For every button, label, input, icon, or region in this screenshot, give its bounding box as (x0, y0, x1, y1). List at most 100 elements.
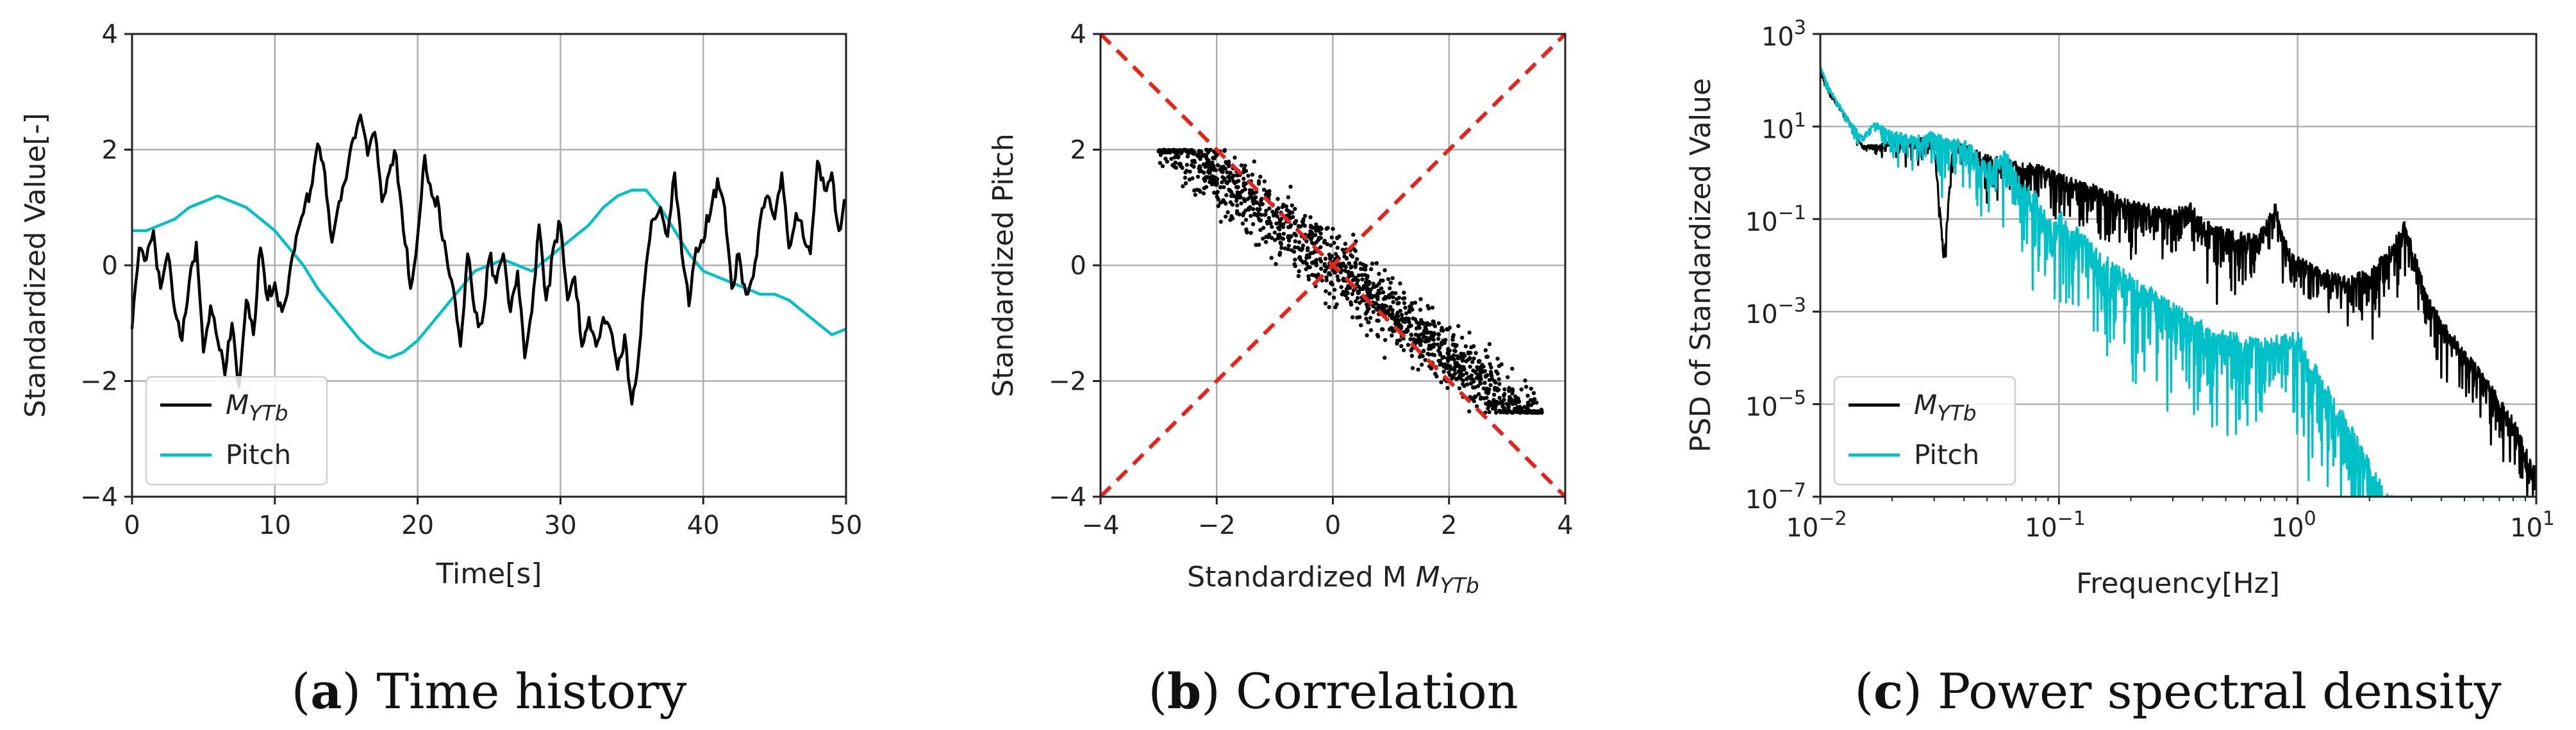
scatter-point (1430, 353, 1435, 357)
scatter-point (1374, 301, 1379, 306)
scatter-point (1309, 251, 1313, 256)
scatter-point (1490, 406, 1495, 411)
scatter-point (1409, 332, 1413, 337)
scatter-point (1529, 409, 1533, 414)
scatter-point (1374, 261, 1379, 265)
scatter-point (1497, 381, 1502, 386)
scatter-point (1499, 401, 1503, 405)
scatter-point (1478, 396, 1483, 401)
scatter-point (1215, 163, 1220, 167)
panel-b-ytick-label: 4 (1070, 20, 1086, 49)
scatter-point (1318, 231, 1323, 236)
scatter-point (1344, 286, 1349, 292)
scatter-point (1208, 170, 1212, 175)
scatter-point (1202, 170, 1206, 175)
scatter-point (1248, 204, 1252, 210)
scatter-point (1365, 310, 1369, 314)
scatter-point (1346, 270, 1350, 275)
scatter-point (1523, 378, 1527, 383)
scatter-point (1418, 297, 1423, 301)
scatter-point (1267, 215, 1271, 220)
scatter-point (1245, 230, 1249, 235)
scatter-point (1510, 391, 1515, 396)
scatter-point (1365, 274, 1370, 279)
scatter-point (1228, 188, 1233, 193)
scatter-point (1465, 377, 1469, 381)
scatter-point (1354, 281, 1359, 286)
scatter-point (1158, 161, 1163, 165)
panel-a-xlabel: Time[s] (436, 558, 542, 590)
panel-c-ylabel: PSD of Standardized Value (1684, 78, 1717, 452)
scatter-point (1327, 304, 1331, 310)
scatter-point (1457, 386, 1462, 391)
scatter-point (1432, 332, 1436, 336)
scatter-point (1425, 322, 1429, 326)
scatter-point (1358, 323, 1363, 328)
scatter-point (1442, 369, 1446, 374)
scatter-point (1215, 177, 1220, 181)
scatter-point (1236, 193, 1242, 197)
scatter-point (1483, 381, 1487, 385)
scatter-point (1272, 238, 1277, 242)
scatter-point (1233, 155, 1237, 160)
panel-b-caption: (b) Correlation (1148, 663, 1518, 720)
scatter-point (1345, 290, 1350, 295)
scatter-point (1524, 385, 1529, 389)
panel-b-ytick-label: −2 (1049, 367, 1086, 397)
scatter-point (1391, 300, 1395, 304)
scatter-point (1420, 354, 1425, 359)
scatter-point (1319, 267, 1324, 271)
scatter-point (1246, 174, 1251, 178)
scatter-point (1227, 164, 1231, 169)
scatter-point (1222, 177, 1227, 182)
scatter-point (1456, 376, 1461, 381)
panel-a-ytick-label: −4 (80, 483, 118, 512)
scatter-point (1243, 181, 1248, 186)
scatter-point (1351, 288, 1356, 293)
panel-c-ticks: 10−2 10−1 100 101 103 101 10−1 10−3 10−5 10−7 (1745, 17, 2555, 543)
scatter-point (1172, 164, 1177, 169)
scatter-point (1383, 338, 1388, 342)
scatter-point (1351, 232, 1356, 237)
panel-c-ytick-label: 103 (1761, 17, 1806, 52)
scatter-point (1399, 317, 1404, 322)
scatter-point (1409, 354, 1415, 358)
scatter-point (1306, 265, 1311, 270)
scatter-point (1506, 404, 1511, 408)
scatter-point (1212, 190, 1217, 195)
scatter-point (1505, 375, 1510, 379)
scatter-point (1251, 201, 1256, 206)
scatter-point (1262, 179, 1267, 184)
panel-c-ytick-label: 10−7 (1745, 479, 1806, 515)
scatter-point (1310, 272, 1315, 278)
scatter-point (1358, 301, 1362, 305)
scatter-point (1489, 365, 1493, 370)
panel-c-frame (1819, 33, 2538, 498)
scatter-point (1456, 324, 1461, 328)
scatter-point (1299, 258, 1303, 262)
scatter-point (1254, 195, 1258, 200)
scatter-point (1279, 245, 1284, 250)
scatter-point (1453, 349, 1458, 354)
scatter-point (1257, 217, 1261, 222)
scatter-point (1350, 254, 1355, 259)
scatter-point (1350, 273, 1355, 278)
scatter-point (1178, 149, 1183, 154)
scatter-point (1289, 234, 1293, 239)
scatter-point (1363, 283, 1368, 288)
scatter-point (1269, 236, 1274, 240)
scatter-point (1250, 172, 1255, 177)
scatter-point (1254, 242, 1258, 247)
scatter-point (1359, 272, 1365, 278)
scatter-point (1222, 185, 1226, 190)
scatter-point (1261, 236, 1265, 241)
scatter-point (1218, 185, 1223, 190)
scatter-point (1356, 295, 1360, 301)
scatter-point (1224, 201, 1228, 206)
scatter-point (1272, 230, 1277, 235)
panel-a-xtick-label: 10 (258, 511, 291, 540)
scatter-point (1397, 295, 1401, 300)
scatter-point (1432, 322, 1436, 327)
scatter-point (1417, 335, 1421, 339)
scatter-point (1477, 377, 1483, 382)
